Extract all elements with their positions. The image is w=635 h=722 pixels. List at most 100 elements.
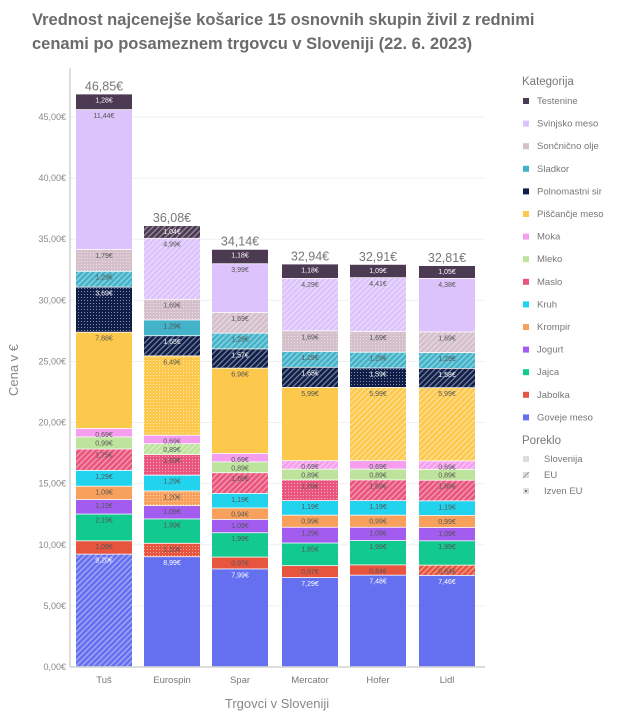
bar-segment[interactable]: 5,99€ <box>350 387 406 461</box>
bar-segment[interactable]: 1,29€ <box>144 320 200 336</box>
bar-segment[interactable]: 1,75€ <box>76 449 132 471</box>
bar-segment[interactable]: 4,29€ <box>282 278 338 331</box>
bar-segment[interactable]: 1,09€ <box>76 486 132 500</box>
legend-item[interactable]: Polnomastni sir <box>523 186 602 197</box>
bar-segment[interactable]: 0,69€ <box>212 453 268 464</box>
bar-segment[interactable]: 0,69€ <box>419 461 475 471</box>
bar-segment[interactable]: 1,29€ <box>419 353 475 368</box>
bar-segment[interactable]: 0,69€ <box>76 428 132 439</box>
bar-segment[interactable]: 1,69€ <box>212 312 268 333</box>
bar-segment[interactable]: 0,97€ <box>212 557 268 569</box>
bar-segment[interactable]: 1,09€ <box>419 527 475 541</box>
bar-segment[interactable]: 0,84€ <box>419 565 475 576</box>
legend-item[interactable]: Piščančje meso <box>523 209 604 220</box>
legend-item[interactable]: Svinjsko meso <box>523 119 598 130</box>
bar-segment[interactable]: 0,89€ <box>282 469 338 480</box>
legend-item[interactable]: Mleko <box>523 254 562 265</box>
bar-segment[interactable]: 7,29€ <box>282 577 338 667</box>
bar-segment[interactable]: 1,29€ <box>144 475 200 491</box>
bar-segment[interactable]: 1,28€ <box>76 94 132 110</box>
bar-segment[interactable]: 0,89€ <box>419 469 475 480</box>
legend-item[interactable]: Kruh <box>523 299 557 310</box>
bar-segment[interactable]: 5,99€ <box>282 387 338 461</box>
legend-item[interactable]: Jogurt <box>523 345 564 356</box>
bar-segment[interactable]: 1,29€ <box>282 527 338 543</box>
bar-segment[interactable]: 1,57€ <box>212 349 268 368</box>
bar-segment[interactable]: 4,38€ <box>419 278 475 332</box>
bar-segment[interactable]: 7,99€ <box>212 569 268 667</box>
bar-segment[interactable]: 0,99€ <box>76 437 132 449</box>
bar-segment[interactable]: 1,69€ <box>419 332 475 353</box>
bar-segment[interactable]: 3,69€ <box>76 287 132 332</box>
bar-segment[interactable]: 1,59€ <box>350 368 406 388</box>
bar-segment[interactable]: 1,99€ <box>144 519 200 543</box>
legend-item[interactable]: Testenine <box>523 96 578 107</box>
bar-segment[interactable]: 11,44€ <box>76 110 132 250</box>
bar-segment[interactable]: 1,19€ <box>76 499 132 514</box>
bar-segment[interactable]: 1,09€ <box>350 527 406 541</box>
bar-segment[interactable]: 1,09€ <box>144 506 200 519</box>
bar-segment[interactable]: 5,99€ <box>419 388 475 461</box>
bar-segment[interactable]: 1,69€ <box>350 331 406 352</box>
bar-segment[interactable]: 1,09€ <box>212 519 268 533</box>
bar-segment[interactable]: 1,18€ <box>212 249 268 264</box>
bar-segment[interactable]: 1,29€ <box>350 352 406 368</box>
bar-segment[interactable]: 1,10€ <box>144 543 200 557</box>
legend-item[interactable]: Jajca <box>523 367 560 378</box>
bar-segment[interactable]: 6,98€ <box>212 368 268 454</box>
bar-segment[interactable]: 1,65€ <box>144 336 200 356</box>
bar-segment[interactable]: 1,69€ <box>282 331 338 352</box>
bar-segment[interactable]: 0,69€ <box>282 461 338 471</box>
bar-segment[interactable]: 1,58€ <box>419 368 475 388</box>
bar-segment[interactable]: 1,85€ <box>282 543 338 566</box>
legend-origin-item[interactable]: Slovenija <box>523 454 583 465</box>
bar-segment[interactable]: 1,79€ <box>76 249 132 271</box>
bar-segment[interactable]: 1,09€ <box>76 541 132 554</box>
legend-origin-item[interactable]: Izven EU <box>523 486 583 497</box>
legend-origin-item[interactable]: EU <box>522 470 557 481</box>
legend-item[interactable]: Sladkor <box>523 164 569 175</box>
bar-segment[interactable]: 1,69€ <box>350 480 406 501</box>
bar-segment[interactable]: 1,69€ <box>144 454 200 475</box>
bar-segment[interactable]: 0,97€ <box>282 566 338 578</box>
bar-segment[interactable]: 1,19€ <box>212 493 268 508</box>
bar-segment[interactable]: 1,69€ <box>419 480 475 501</box>
bar-segment[interactable]: 1,19€ <box>419 501 475 516</box>
bar-segment[interactable]: 7,46€ <box>419 575 475 667</box>
bar-segment[interactable]: 1,19€ <box>282 501 338 515</box>
legend-item[interactable]: Goveje meso <box>523 412 593 423</box>
legend-item[interactable]: Maslo <box>523 277 562 288</box>
bar-segment[interactable]: 1,69€ <box>282 480 338 501</box>
bar-segment[interactable]: 3,99€ <box>212 264 268 313</box>
bar-segment[interactable]: 4,99€ <box>144 238 200 299</box>
legend-item[interactable]: Sončnično olje <box>523 141 599 152</box>
bar-segment[interactable]: 0,89€ <box>350 469 406 480</box>
bar-segment[interactable]: 1,04€ <box>144 226 200 238</box>
bar-segment[interactable]: 1,09€ <box>350 264 406 278</box>
bar-segment[interactable]: 1,29€ <box>76 271 132 287</box>
bar-segment[interactable]: 0,89€ <box>144 444 200 455</box>
legend-item[interactable]: Krompir <box>523 322 570 333</box>
bar-segment[interactable]: 2,19€ <box>76 514 132 541</box>
bar-segment[interactable]: 1,05€ <box>419 265 475 279</box>
bar-segment[interactable]: 1,69€ <box>144 299 200 320</box>
legend-item[interactable]: Moka <box>523 232 561 243</box>
bar-segment[interactable]: 1,29€ <box>76 470 132 486</box>
bar-segment[interactable]: 1,69€ <box>212 473 268 494</box>
bar-segment[interactable]: 0,94€ <box>212 508 268 520</box>
bar-segment[interactable]: 0,99€ <box>419 515 475 528</box>
bar-segment[interactable]: 0,84€ <box>350 565 406 575</box>
bar-segment[interactable]: 1,99€ <box>350 540 406 565</box>
bar-segment[interactable]: 1,19€ <box>350 501 406 515</box>
bar-segment[interactable]: 1,29€ <box>212 333 268 349</box>
bar-segment[interactable]: 0,99€ <box>282 515 338 527</box>
bar-segment[interactable]: 7,88€ <box>76 332 132 429</box>
bar-segment[interactable]: 1,99€ <box>212 533 268 557</box>
bar-segment[interactable]: 1,99€ <box>419 541 475 565</box>
bar-segment[interactable]: 1,20€ <box>144 491 200 506</box>
bar-segment[interactable]: 0,89€ <box>212 462 268 473</box>
bar-segment[interactable]: 1,65€ <box>282 367 338 388</box>
legend-item[interactable]: Jabolka <box>523 390 570 401</box>
bar-segment[interactable]: 4,41€ <box>350 278 406 332</box>
bar-segment[interactable]: 0,69€ <box>144 435 200 446</box>
